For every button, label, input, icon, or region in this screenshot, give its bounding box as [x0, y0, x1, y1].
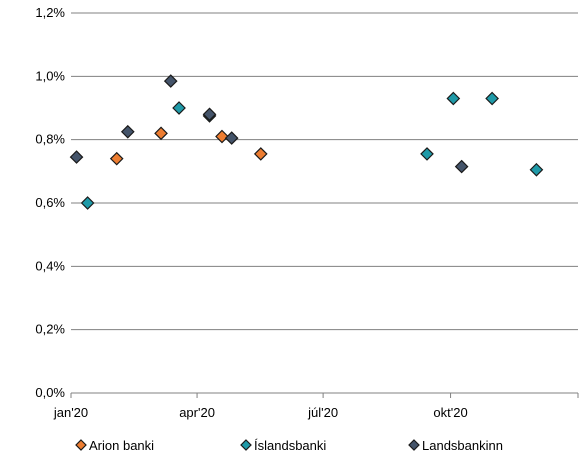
legend-label: Íslandsbanki [254, 438, 326, 453]
data-points [69, 74, 544, 210]
x-tick-label: okt'20 [433, 405, 467, 420]
y-tick-label: 0,8% [35, 132, 65, 147]
data-point-arion-banki [154, 126, 168, 141]
data-point--slandsbanki [529, 162, 544, 177]
y-tick-label: 1,0% [35, 68, 65, 83]
gridlines [71, 12, 578, 331]
data-point--slandsbanki [485, 91, 499, 106]
x-tick-label: apr'20 [179, 405, 215, 420]
data-point-landsbankinn [163, 74, 178, 88]
data-point-arion-banki [109, 151, 124, 166]
y-tick-label: 0,6% [35, 195, 65, 210]
y-tick-label: 0,4% [35, 258, 65, 273]
legend-marker [240, 439, 252, 451]
x-tick-label: jan'20 [53, 405, 88, 420]
x-tick-label: júl'20 [307, 405, 338, 420]
data-point-landsbankinn [454, 159, 469, 174]
y-tick-labels: 0,0% 0,2% 0,4% 0,6% 0,8% 1,0% 1,2% [35, 5, 65, 400]
data-point--slandsbanki [446, 91, 461, 106]
legend-marker [408, 439, 420, 451]
data-point-arion-banki [215, 129, 229, 144]
data-point-landsbankinn [120, 124, 135, 139]
legend: Arion banki Íslandsbanki Landsbankinn [75, 438, 503, 453]
data-point--slandsbanki [172, 101, 186, 115]
data-point-landsbankinn [224, 131, 239, 145]
y-tick-label: 0,2% [35, 322, 65, 337]
data-point--slandsbanki [80, 196, 95, 210]
y-tick-label: 1,2% [35, 5, 65, 20]
data-point-landsbankinn [69, 150, 84, 164]
y-tick-label: 0,0% [35, 385, 65, 400]
axes [70, 392, 579, 398]
data-point-arion-banki [253, 147, 268, 161]
x-tick-labels: jan'20 apr'20 júl'20 okt'20 [53, 405, 468, 420]
legend-marker [75, 439, 87, 451]
legend-label: Landsbankinn [422, 438, 503, 453]
data-point--slandsbanki [420, 147, 434, 161]
legend-label: Arion banki [89, 438, 154, 453]
data-point-landsbankinn [202, 107, 217, 122]
